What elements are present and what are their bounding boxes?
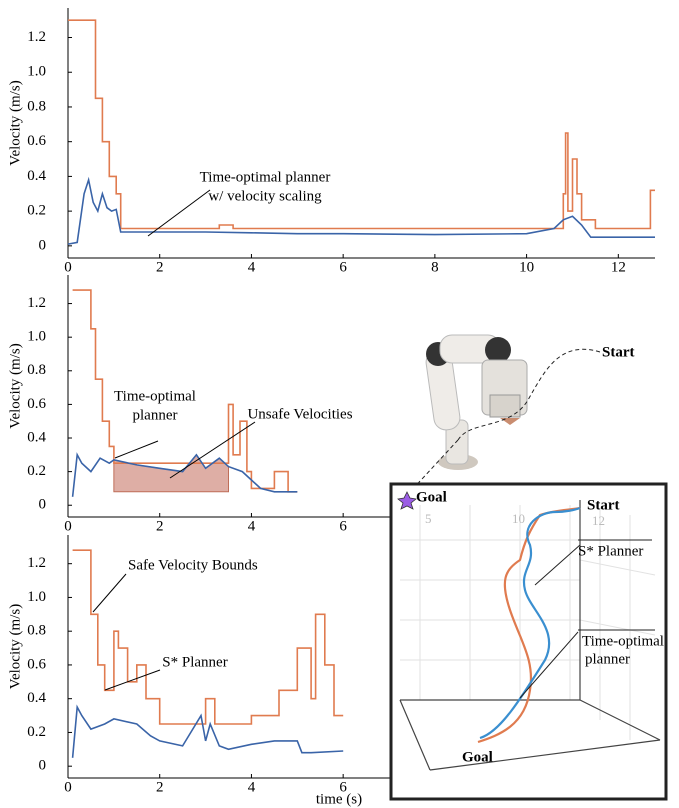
y-tick-label: 1.0 xyxy=(27,589,46,605)
line-series xyxy=(72,549,344,725)
y-tick-label: 0.2 xyxy=(27,724,46,740)
y-tick-label: 0.2 xyxy=(27,463,46,479)
x-tick-label: 2 xyxy=(156,518,164,534)
x-axis-label: time (s) xyxy=(316,791,362,807)
annotation: S* Planner xyxy=(162,654,227,670)
annotation: Time-optimal xyxy=(114,388,196,404)
annotation-leader xyxy=(114,440,159,459)
y-axis-label: Velocity (m/s) xyxy=(7,80,23,165)
chart: 0 0.2 0.4 0.6 0.8 1.0 1.2 0 2 4 6 8 10 12 Velocity (m/… xyxy=(7,8,655,275)
annotation-leader xyxy=(92,573,127,613)
inset-s-star-label: S* Planner xyxy=(578,543,643,559)
annotation-leader xyxy=(169,421,256,479)
line-series xyxy=(67,176,655,245)
charts: 0 0.2 0.4 0.6 0.8 1.0 1.2 0 2 4 6 8 10 12 Velocity (m/… xyxy=(7,8,655,807)
y-tick-label: 0 xyxy=(39,497,47,513)
y-tick-label: 1.0 xyxy=(27,64,46,80)
inset-time-optimal-label: Time-optimal xyxy=(582,633,664,649)
x-tick-label: 12 xyxy=(611,259,626,275)
annotation: planner xyxy=(133,407,178,423)
inset-faint-tick: 5 xyxy=(425,511,432,526)
y-tick-label: 0.8 xyxy=(27,362,46,378)
x-tick-label: 8 xyxy=(431,259,439,275)
x-tick-label: 10 xyxy=(519,259,534,275)
inset-time-optimal-label: planner xyxy=(585,651,630,667)
line-series xyxy=(72,289,298,493)
line-series xyxy=(68,19,655,230)
photo-start-label: Start xyxy=(602,344,635,360)
x-tick-label: 4 xyxy=(248,518,256,534)
annotation: Time-optimal planner xyxy=(200,169,331,185)
y-tick-label: 0.4 xyxy=(27,690,46,706)
y-tick-label: 0.8 xyxy=(27,98,46,114)
y-tick-label: 0.2 xyxy=(27,203,46,219)
robot-photo: Start xyxy=(409,334,635,493)
y-axis-label: Velocity (m/s) xyxy=(7,604,23,689)
y-tick-label: 0 xyxy=(39,237,47,253)
inset-goal-bottom: Goal xyxy=(462,749,493,765)
x-tick-label: 6 xyxy=(339,779,347,795)
y-tick-label: 0.6 xyxy=(27,396,46,412)
annotation-leader xyxy=(147,189,211,237)
x-tick-label: 2 xyxy=(156,259,164,275)
y-tick-label: 1.2 xyxy=(27,29,46,45)
y-tick-label: 0.8 xyxy=(27,623,46,639)
y-tick-label: 1.2 xyxy=(27,555,46,571)
inset-faint-tick: 12 xyxy=(592,513,605,528)
x-tick-label: 0 xyxy=(64,518,72,534)
line-series xyxy=(71,452,298,497)
annotation: Safe Velocity Bounds xyxy=(128,557,258,573)
x-tick-label: 2 xyxy=(156,779,164,795)
annotation-leader xyxy=(104,669,161,691)
chart: 0 0.2 0.4 0.6 0.8 1.0 1.2 0 2 4 6 Velocity (m/s) Tim… xyxy=(7,275,655,534)
y-tick-label: 0.6 xyxy=(27,133,46,149)
inset-start: Start xyxy=(587,497,620,513)
x-tick-label: 6 xyxy=(339,518,347,534)
x-tick-label: 4 xyxy=(248,259,256,275)
x-tick-label: 0 xyxy=(64,259,72,275)
line-series xyxy=(71,704,344,758)
y-tick-label: 0.6 xyxy=(27,656,46,672)
y-tick-label: 0.4 xyxy=(27,168,46,184)
x-tick-label: 4 xyxy=(248,779,256,795)
x-tick-label: 0 xyxy=(64,779,72,795)
y-tick-label: 0.4 xyxy=(27,429,46,445)
y-tick-label: 0 xyxy=(39,758,47,774)
y-tick-label: 1.0 xyxy=(27,329,46,345)
inset: 5 10 12 Goal Start S* Planner Time-optim… xyxy=(389,482,668,801)
y-axis-label: Velocity (m/s) xyxy=(7,343,23,428)
inset-faint-tick: 10 xyxy=(512,511,525,526)
inset-goal-top: Goal xyxy=(416,489,447,505)
y-tick-label: 1.2 xyxy=(27,295,46,311)
x-tick-label: 6 xyxy=(339,259,347,275)
annotation: w/ velocity scaling xyxy=(208,188,322,204)
unsafe-region xyxy=(113,453,230,493)
annotation: Unsafe Velocities xyxy=(247,406,352,422)
